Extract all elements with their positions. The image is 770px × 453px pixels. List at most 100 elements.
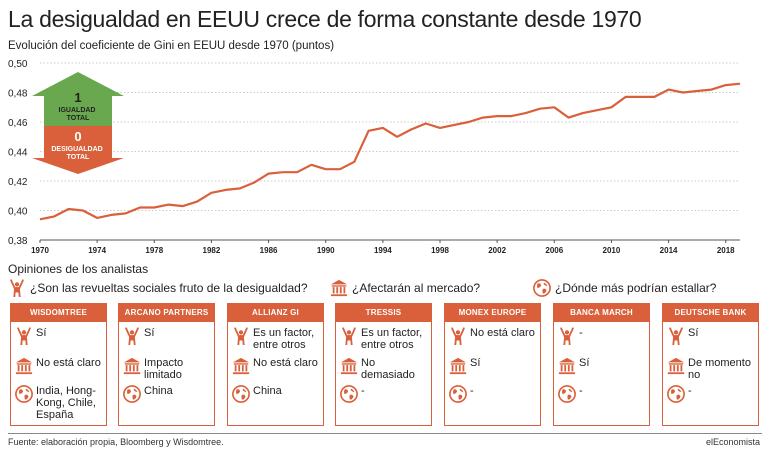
question-revueltas-text: ¿Son las revueltas sociales fruto de la … [30,281,308,295]
x-tick-label: 1978 [145,246,163,255]
answer-revueltas-text: Sí [36,327,47,339]
answer-donde-text: - [688,385,692,397]
legend-down-label: DESIGUALDAD TOTAL [51,146,104,161]
analyst-card: WISDOMTREE Sí No está claro India, Hong-Kon… [10,303,107,426]
analyst-card: ALLIANZ GI Es un factor, entre otros No es… [227,303,324,426]
footer-divider [8,433,762,434]
x-tick-label: 2002 [488,246,506,255]
question-donde-text: ¿Dónde más podrían estallar? [555,281,717,295]
bank-icon [123,357,141,375]
answer-donde: - [445,385,540,403]
answer-revueltas: No está claro [445,327,540,345]
answer-donde-text: China [144,385,173,397]
answer-revueltas: Sí [663,327,758,345]
gini-series-line [39,82,741,221]
x-tick-label: 2006 [545,246,563,255]
y-tick-label: 0,44 [8,148,28,159]
answer-donde-text: China [253,385,282,397]
answer-revueltas-text: Es un factor, entre otros [361,327,423,351]
bank-icon [340,357,358,375]
answer-revueltas-text: - [579,327,583,339]
answer-revueltas: Es un factor, entre otros [336,327,431,351]
question-mercado: ¿Afectarán al mercado? [330,279,480,297]
answer-revueltas: - [554,327,649,345]
y-tick-label: 0,48 [8,89,28,100]
globe-icon [340,385,358,403]
globe-icon [558,385,576,403]
bank-icon [667,357,685,375]
protest-icon [451,327,465,345]
analyst-card: TRESSIS Es un factor, entre otros No demas… [335,303,432,426]
globe-icon [449,385,467,403]
answer-donde: - [336,385,431,403]
analyst-name: MONEX EUROPE [445,304,540,322]
answer-revueltas-text: No está claro [470,327,535,339]
protest-icon [8,279,26,297]
bank-icon [449,357,467,375]
protest-icon [342,327,356,345]
answer-donde: China [228,385,323,403]
globe-icon [232,385,250,403]
answer-revueltas: Sí [119,327,214,345]
y-tick-label: 0,38 [8,236,28,247]
legend-down-label-text: DESIGUALDAD [51,146,102,153]
legend-up-label-text-line2: TOTAL [67,115,90,122]
answer-revueltas: Es un factor, entre otros [228,327,323,351]
brand-logo-text: elEconomista [705,437,760,447]
answer-mercado: De momento no [663,357,758,381]
opinions-title: Opiniones de los analistas [8,262,149,276]
x-tick-label: 2014 [660,246,678,255]
x-tick-label: 1998 [431,246,449,255]
bank-icon [558,357,576,375]
arrow-down-icon [32,126,124,174]
answer-donde-text: - [361,385,365,397]
y-tick-label: 0,42 [8,177,28,188]
answer-donde: - [554,385,649,403]
bank-icon [330,279,348,297]
answer-mercado-text: Impacto limitado [144,357,184,381]
analyst-name: TRESSIS [336,304,431,322]
legend-up-label-text: IGUALDAD [59,107,96,114]
protest-icon [17,327,31,345]
answer-mercado: No está claro [228,357,323,375]
analyst-name: WISDOMTREE [11,304,106,322]
legend-down-value: 0 [74,129,81,144]
legend-down-label-text-line2: TOTAL [67,154,90,161]
analyst-name: ARCANO PARTNERS [119,304,214,322]
answer-revueltas-text: Es un factor, entre otros [253,327,315,351]
x-tick-label: 1994 [374,246,392,255]
legend-arrows: 1 IGUALDAD TOTAL 0 DESIGUALDAD TOTAL [32,72,124,174]
answer-donde-text: - [470,385,474,397]
chart-subtitle: Evolución del coeficiente de Gini en EEU… [8,40,335,52]
answer-mercado-text: De momento no [688,357,751,381]
question-donde: ¿Dónde más podrían estallar? [533,279,716,297]
y-tick-label: 0,40 [8,207,28,218]
x-tick-label: 1974 [88,246,106,255]
y-tick-label: 0,50 [8,59,28,70]
answer-mercado-text: Sí [579,357,590,369]
x-tick-label: 1990 [317,246,335,255]
answer-mercado: Sí [554,357,649,375]
answer-revueltas-text: Sí [688,327,699,339]
gini-line-chart: 0,38 0,40 0,42 0,44 0,46 0,48 0,50 1970 1974 197… [8,59,741,255]
page-title: La desigualdad en EEUU crece de forma co… [8,6,642,32]
answer-mercado: Sí [445,357,540,375]
source-note: Fuente: elaboración propia, Bloomberg y … [8,437,224,447]
bank-icon [15,357,33,375]
answer-donde: - [663,385,758,403]
answer-revueltas: Sí [11,327,106,345]
x-tick-label: 2018 [717,246,735,255]
globe-icon [123,385,141,403]
answer-mercado-text: No está claro [36,357,101,369]
analyst-name: DEUTSCHE BANK [663,304,758,322]
answer-donde-text: India, Hong-Kong, Chile, España [36,385,96,421]
protest-icon [669,327,683,345]
x-tick-label: 1986 [260,246,278,255]
protest-icon [125,327,139,345]
analyst-card: DEUTSCHE BANK Sí De momento no - [662,303,759,426]
x-tick-label: 2010 [603,246,621,255]
answer-mercado: No demasiado [336,357,431,381]
globe-icon [533,279,551,297]
legend-up-value: 1 [74,90,81,105]
protest-icon [234,327,248,345]
